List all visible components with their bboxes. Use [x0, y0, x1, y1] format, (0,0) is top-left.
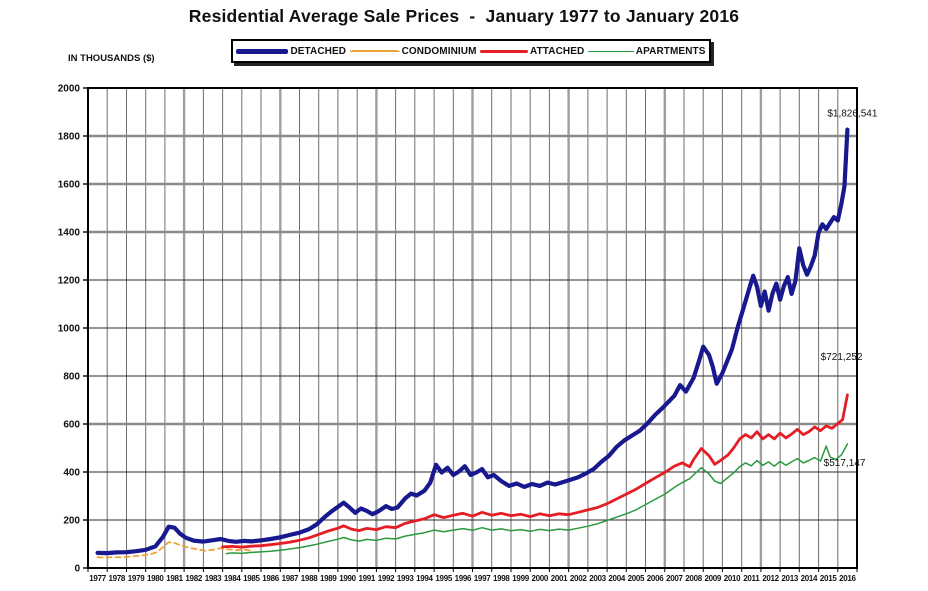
- x-tick-label: 2015: [820, 574, 837, 583]
- x-tick-label: 2002: [570, 574, 587, 583]
- x-tick-label: 1995: [435, 574, 452, 583]
- end-value-label: $517,147: [824, 458, 866, 469]
- x-tick-label: 1978: [108, 574, 125, 583]
- legend-line-sample-detached: [236, 48, 289, 54]
- y-tick-label: 800: [63, 372, 80, 383]
- legend-item-detached: DETACHED: [236, 46, 346, 57]
- x-tick-label: 2004: [608, 574, 625, 583]
- series-line-condominium: [96, 541, 253, 559]
- x-tick-label: 1987: [282, 574, 299, 583]
- y-axis-units-label: IN THOUSANDS ($): [68, 53, 155, 64]
- x-tick-label: 2008: [685, 574, 702, 583]
- legend-label: APARTMENTS: [635, 45, 706, 57]
- x-tick-label: 1983: [205, 574, 222, 583]
- x-tick-label: 2013: [781, 574, 798, 583]
- x-tick-label: 1990: [339, 574, 356, 583]
- y-tick-label: 2000: [58, 84, 81, 95]
- x-tick-label: 1985: [243, 574, 260, 583]
- x-tick-label: 1991: [358, 574, 375, 583]
- x-tick-label: 2006: [647, 574, 664, 583]
- legend-line-sample-condominium: [349, 50, 400, 52]
- chart-legend: DETACHED CONDOMINIUM ATTACHED APARTMENTS: [231, 39, 711, 63]
- x-tick-label: 2016: [839, 574, 856, 583]
- series-line-detached: [95, 127, 850, 556]
- x-tick-label: 1994: [416, 574, 433, 583]
- y-tick-label: 600: [63, 420, 80, 431]
- legend-label: CONDOMINIUM: [401, 45, 477, 57]
- y-tick-label: 400: [63, 468, 80, 479]
- y-tick-label: 1600: [58, 180, 81, 191]
- x-tick-label: 1992: [378, 574, 395, 583]
- x-tick-label: 1988: [301, 574, 318, 583]
- y-tick-label: 0: [74, 564, 80, 575]
- x-tick-label: 1993: [397, 574, 414, 583]
- x-tick-label: 1979: [128, 574, 145, 583]
- y-tick-label: 1800: [58, 132, 81, 143]
- x-tick-label: 1980: [147, 574, 164, 583]
- x-tick-label: 2012: [762, 574, 779, 583]
- y-tick-label: 1400: [58, 228, 81, 239]
- x-tick-label: 1977: [89, 574, 106, 583]
- x-tick-label: 1999: [512, 574, 529, 583]
- x-tick-label: 2014: [801, 574, 818, 583]
- x-tick-label: 2010: [724, 574, 741, 583]
- x-tick-label: 1982: [185, 574, 202, 583]
- series-line-attached: [221, 393, 849, 549]
- legend-line-sample-apartments: [587, 50, 634, 52]
- y-tick-label: 200: [63, 516, 80, 527]
- end-value-label: $1,826,541: [827, 109, 877, 120]
- y-tick-label: 1000: [58, 324, 81, 335]
- x-tick-label: 2007: [666, 574, 683, 583]
- x-tick-label: 1984: [224, 574, 241, 583]
- legend-label: DETACHED: [290, 45, 347, 57]
- legend-item-condominium: CONDOMINIUM: [349, 45, 477, 57]
- x-tick-label: 1986: [262, 574, 279, 583]
- x-tick-label: 2009: [704, 574, 721, 583]
- x-tick-label: 2005: [628, 574, 645, 583]
- x-tick-label: 1997: [474, 574, 491, 583]
- x-tick-label: 2000: [531, 574, 548, 583]
- x-tick-label: 1998: [493, 574, 510, 583]
- legend-item-apartments: APARTMENTS: [587, 45, 706, 57]
- chart-title: Residential Average Sale Prices - Januar…: [188, 6, 740, 26]
- y-tick-label: 1200: [58, 276, 81, 287]
- legend-label: ATTACHED: [530, 45, 585, 57]
- end-value-label: $721,252: [821, 352, 863, 363]
- series-line-apartments: [225, 443, 849, 555]
- legend-line-sample-attached: [480, 49, 529, 53]
- x-tick-label: 1996: [455, 574, 472, 583]
- legend-item-attached: ATTACHED: [480, 46, 584, 57]
- x-tick-label: 2001: [551, 574, 568, 583]
- x-tick-label: 1989: [320, 574, 337, 583]
- x-tick-label: 2011: [743, 574, 760, 583]
- x-tick-label: 1981: [166, 574, 183, 583]
- x-tick-label: 2003: [589, 574, 606, 583]
